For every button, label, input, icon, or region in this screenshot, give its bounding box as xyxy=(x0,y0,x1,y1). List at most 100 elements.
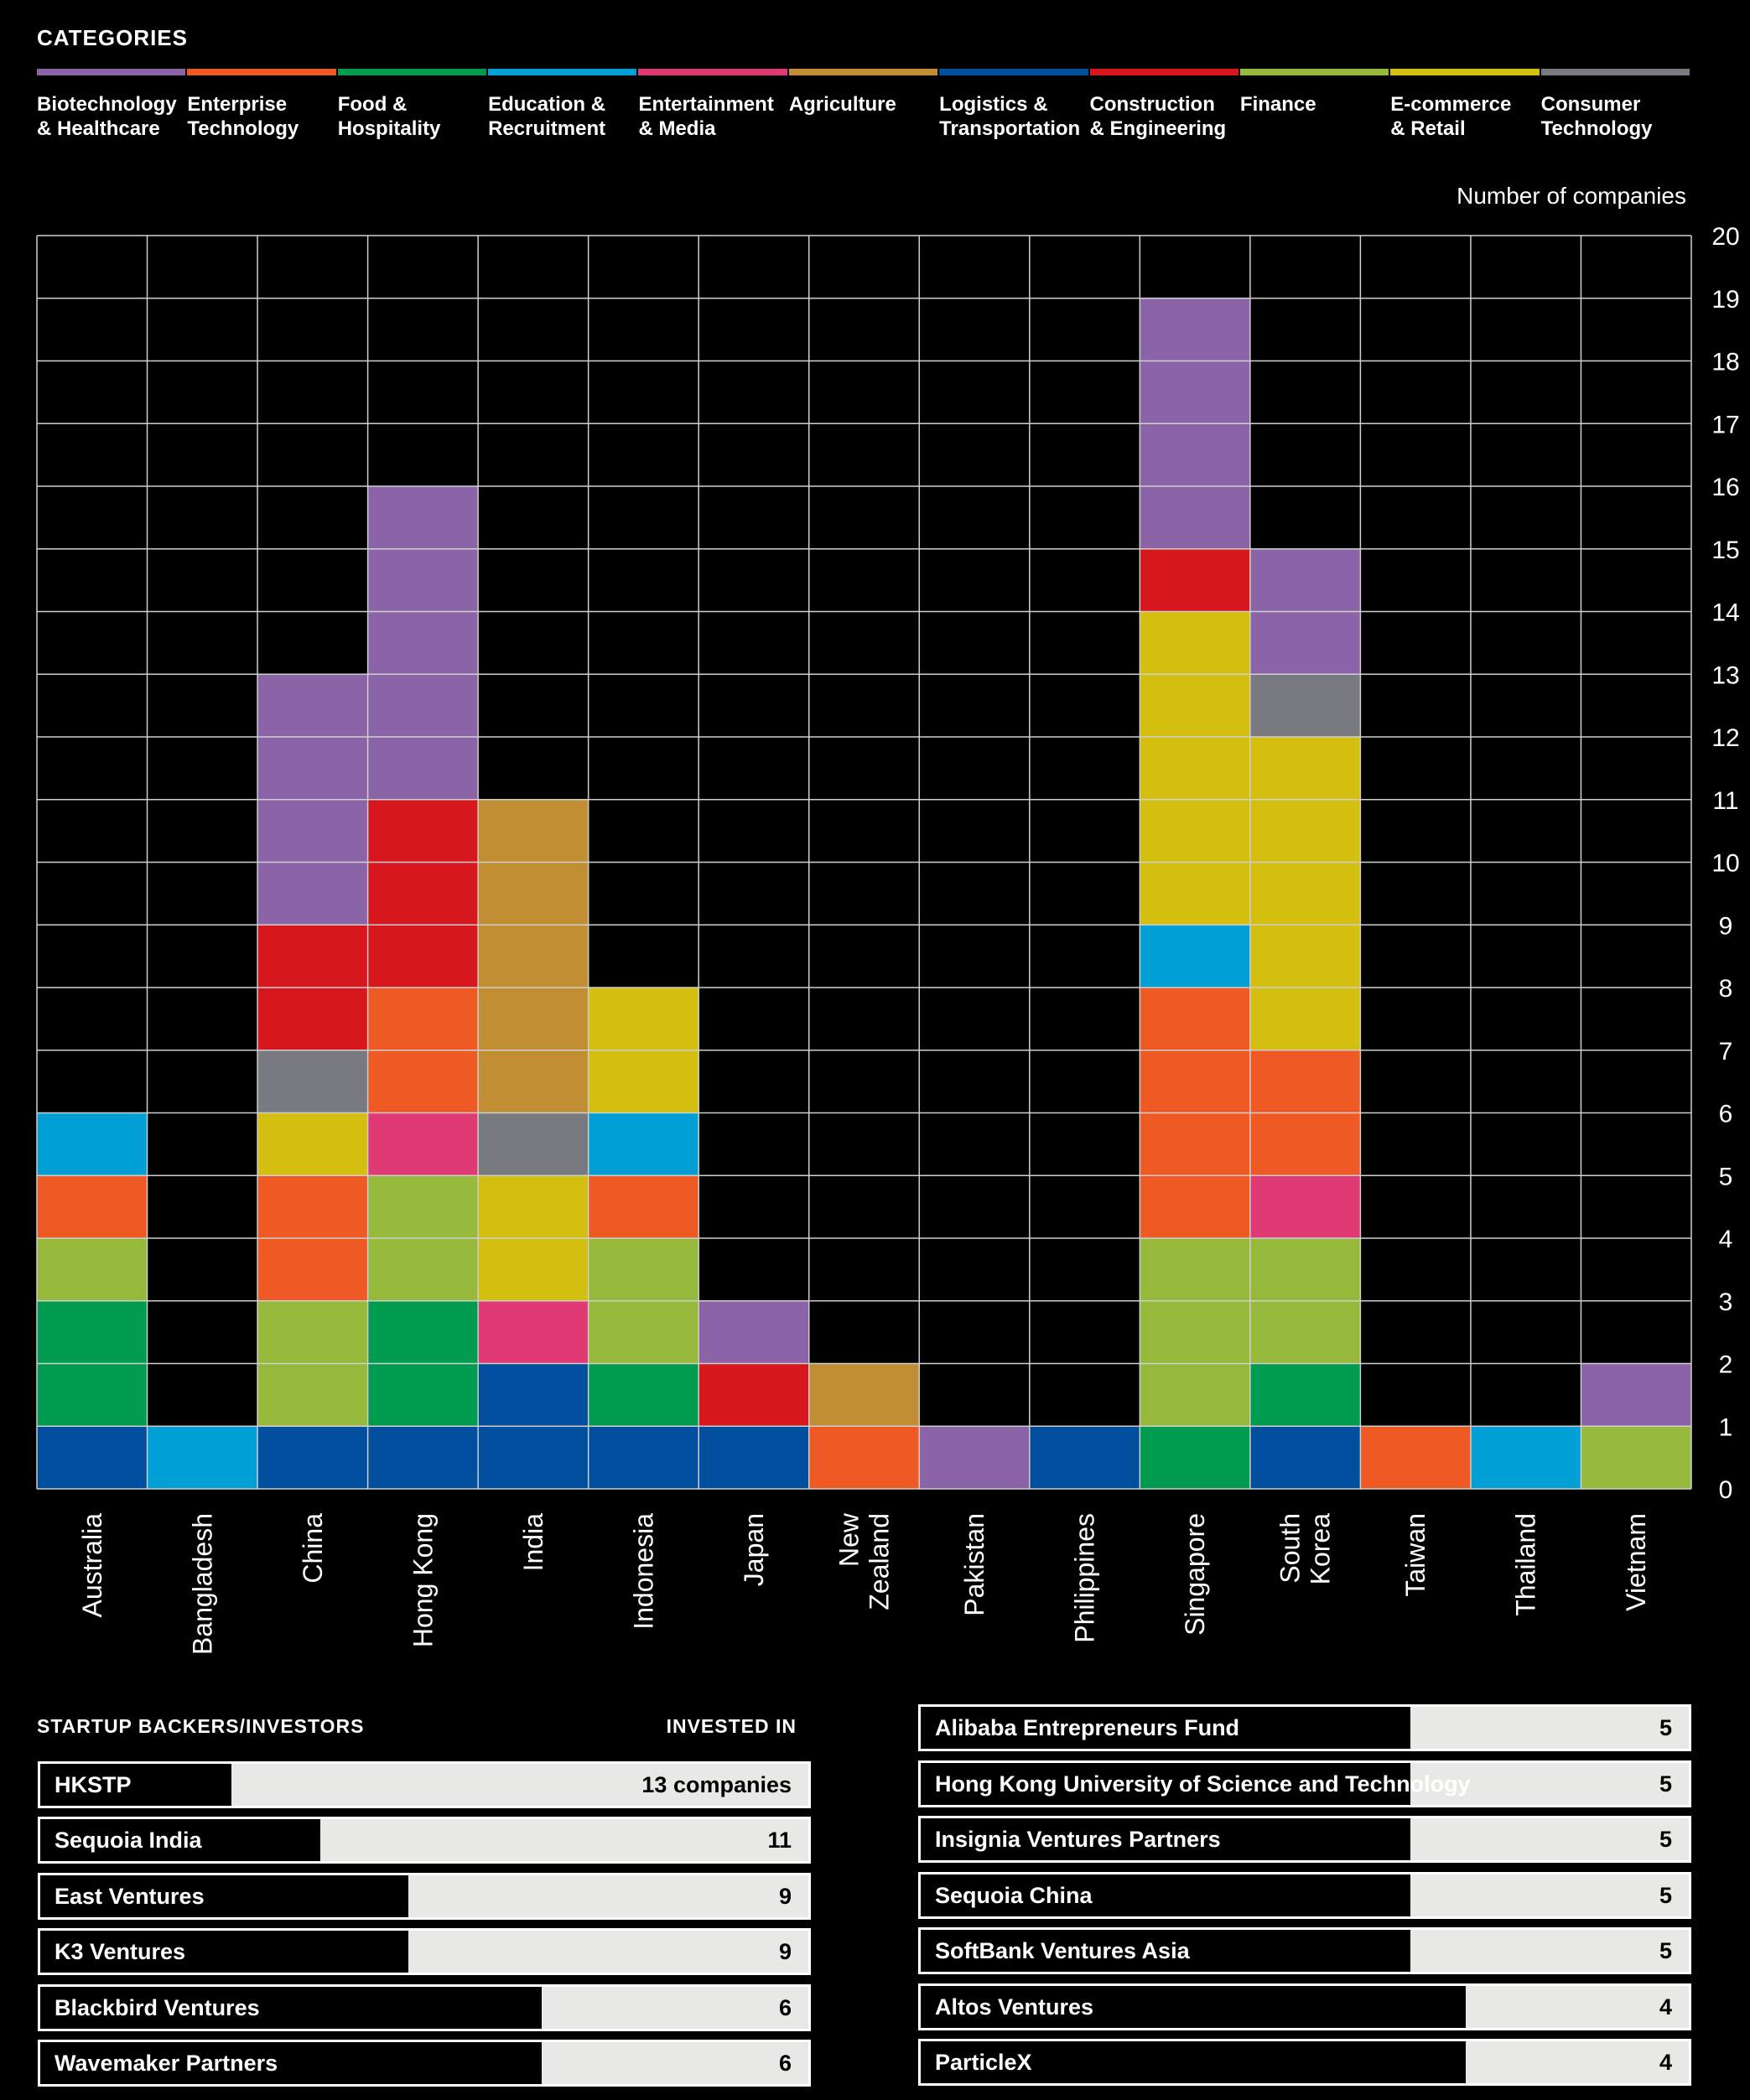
bar-segment-ecom xyxy=(1249,737,1361,1050)
investor-bar xyxy=(40,1819,320,1861)
bar-segment-edu xyxy=(588,1112,699,1176)
investor-row: Altos Ventures 4 xyxy=(918,1983,1691,2030)
investor-name: Sequoia India xyxy=(55,1828,202,1853)
y-tick-label: 15 xyxy=(1711,537,1739,564)
bar-segment-ent xyxy=(1360,1426,1471,1489)
x-tick-label: Philippines xyxy=(1070,1513,1100,1643)
bar-segment-bio xyxy=(919,1426,1030,1489)
legend-label: Consumer Technology xyxy=(1540,93,1653,140)
legend-item-agri: Agriculture xyxy=(788,69,939,161)
legend-label: Entertainment & Media xyxy=(638,93,774,140)
investor-count: 5 xyxy=(1659,1827,1672,1852)
investor-bar xyxy=(921,1986,1467,2028)
investor-count: 6 xyxy=(778,2051,792,2076)
investor-count: 5 xyxy=(1659,1715,1672,1740)
investor-bar xyxy=(40,2042,543,2084)
bar-segment-agri xyxy=(808,1363,920,1427)
investor-row: Blackbird Ventures 6 xyxy=(38,1984,811,2031)
y-tick-label: 20 xyxy=(1711,223,1739,251)
y-tick-label: 4 xyxy=(1719,1226,1733,1253)
bar-segment-media xyxy=(478,1300,589,1364)
investor-count: 5 xyxy=(1659,1938,1672,1963)
investor-row: Sequoia India 11 xyxy=(38,1817,811,1864)
y-tick-label: 7 xyxy=(1719,1038,1733,1066)
investor-row: ParticleX 4 xyxy=(918,2039,1691,2086)
legend-label: E-commerce & Retail xyxy=(1390,93,1512,140)
investor-bar xyxy=(921,1707,1411,1749)
bar-segment-agri xyxy=(478,799,589,1113)
investor-name: SoftBank Ventures Asia xyxy=(935,1938,1190,1963)
bar-segment-bio xyxy=(367,486,479,800)
bar-segment-ent xyxy=(588,1175,699,1238)
investor-count: 5 xyxy=(1659,1771,1672,1797)
y-tick-label: 1 xyxy=(1719,1413,1733,1441)
bar-segment-media xyxy=(1249,1175,1361,1238)
y-tick-label: 17 xyxy=(1711,411,1739,438)
bar-segment-bio xyxy=(1581,1363,1691,1427)
legend-label: Finance xyxy=(1239,93,1316,116)
legend-label: Food & Hospitality xyxy=(337,93,441,140)
y-tick-label: 14 xyxy=(1711,599,1739,627)
bar-segment-media xyxy=(367,1112,479,1176)
investor-bar xyxy=(40,1931,409,1973)
legend-label: Enterprise Technology xyxy=(187,93,299,140)
x-tick-label: NewZealand xyxy=(834,1512,895,1610)
legend-item-log: Logistics & Transportation xyxy=(939,69,1089,161)
y-axis-title: Number of companies xyxy=(1457,183,1686,209)
bar-segment-edu xyxy=(1140,925,1250,988)
legend-swatch xyxy=(788,69,938,75)
bar-segment-ecom xyxy=(1140,611,1250,926)
legend-item-ent: Enterprise Technology xyxy=(187,69,337,161)
legend-swatch xyxy=(187,69,336,75)
investor-name: Wavemaker Partners xyxy=(55,2051,278,2076)
investor-name: Insignia Ventures Partners xyxy=(935,1827,1221,1852)
investor-count: 4 xyxy=(1659,2050,1672,2075)
investor-name: Sequoia China xyxy=(935,1883,1093,1908)
bar-segment-ent xyxy=(37,1175,148,1238)
investor-row: K3 Ventures 9 xyxy=(38,1928,811,1975)
investor-bar xyxy=(40,1764,231,1806)
legend-swatch xyxy=(1390,69,1540,75)
categories-title: CATEGORIES xyxy=(37,25,188,50)
investor-bar xyxy=(921,1818,1411,1860)
bar-segment-fin xyxy=(1581,1426,1691,1489)
bar-segment-log xyxy=(698,1426,809,1489)
legend-label: Education & Recruitment xyxy=(488,93,606,140)
y-tick-label: 13 xyxy=(1711,661,1739,689)
investor-count: 11 xyxy=(767,1828,792,1853)
x-tick-label: Japan xyxy=(739,1513,769,1586)
legend-item-edu: Education & Recruitment xyxy=(488,69,638,161)
investor-count: 13 companies xyxy=(641,1772,792,1797)
bar-segment-log xyxy=(588,1426,699,1489)
investor-row: East Ventures 9 xyxy=(38,1873,811,1920)
investor-name: HKSTP xyxy=(55,1772,132,1797)
y-tick-label: 12 xyxy=(1711,724,1739,752)
stacked-bar-chart: 01234567891011121314151617181920Australi… xyxy=(36,223,1740,1655)
investor-row: Sequoia China 5 xyxy=(918,1872,1691,1919)
legend-item-ecom: E-commerce & Retail xyxy=(1390,69,1540,161)
investor-row: Wavemaker Partners 6 xyxy=(38,2040,811,2087)
y-tick-label: 0 xyxy=(1719,1476,1733,1504)
bar-segment-ent xyxy=(808,1426,920,1489)
investor-row: Insignia Ventures Partners 5 xyxy=(918,1816,1691,1863)
y-tick-label: 18 xyxy=(1711,349,1739,376)
legend-swatch xyxy=(37,69,186,75)
x-tick-label: China xyxy=(298,1513,328,1584)
investor-name: Blackbird Ventures xyxy=(55,1995,260,2020)
x-tick-label: Hong Kong xyxy=(408,1513,438,1647)
legend-swatch xyxy=(337,69,487,75)
y-tick-label: 11 xyxy=(1712,787,1738,815)
bar-segment-edu xyxy=(1470,1426,1581,1489)
bar-segment-edu xyxy=(147,1426,258,1489)
investor-count: 9 xyxy=(778,1884,792,1909)
investor-row: HKSTP 13 companies xyxy=(38,1761,811,1808)
legend-label: Construction & Engineering xyxy=(1089,93,1227,140)
investor-bar xyxy=(921,1763,1411,1805)
legend-label: Agriculture xyxy=(788,93,896,116)
bar-segment-log xyxy=(367,1426,479,1489)
bar-segment-food xyxy=(1249,1363,1361,1427)
bar-segment-log xyxy=(1029,1426,1140,1489)
bar-segment-edu xyxy=(37,1112,148,1176)
legend-item-bio: Biotechnology & Healthcare xyxy=(37,69,187,161)
y-tick-label: 5 xyxy=(1719,1163,1733,1190)
